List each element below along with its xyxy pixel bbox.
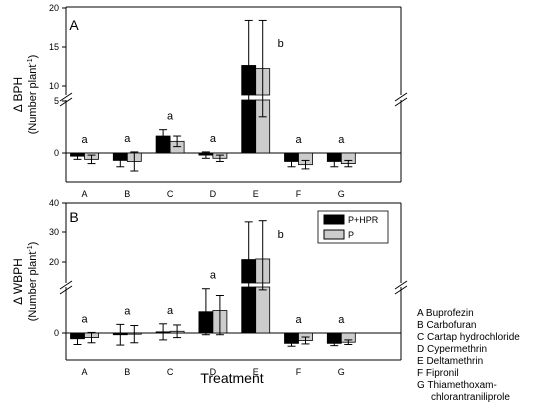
panel-a-letter: A <box>69 17 79 33</box>
panel-b-y-label: Δ WBPH <box>11 258 25 305</box>
panel-b-y-tick-label: 40 <box>49 198 59 208</box>
panel-b-axis-break-mark <box>59 285 73 295</box>
panel-a-y-tick-label: 5 <box>54 96 59 106</box>
panel-b-bar-p-e <box>255 286 271 334</box>
treatment-key-line: chlorantraniliprole <box>431 392 510 403</box>
panel-a-x-tick-label: A <box>81 189 87 199</box>
panel-b-annotation-a: a <box>81 313 88 325</box>
panel-a-annotation-a: a <box>81 134 88 146</box>
panel-b-annotation-f: a <box>295 314 302 326</box>
panel-b-annotation-b: a <box>124 305 131 317</box>
panel-a-y-tick-label: 10 <box>49 81 59 91</box>
panel-b-x-tick-label: B <box>124 367 130 377</box>
panel-a-axis-break-mark <box>59 92 73 102</box>
panel-a-x-tick-label: D <box>210 189 217 199</box>
panel-a-y-tick-label: 15 <box>49 42 59 52</box>
panel-a-y-tick-label: 20 <box>49 3 59 13</box>
panel-b-y-tick-label: 30 <box>49 227 59 237</box>
panel-b-annotation-d: a <box>210 270 217 282</box>
panel-b-annotation-e: b <box>278 229 284 241</box>
legend-label-p: P <box>348 230 354 240</box>
panel-a-x-tick-label: G <box>338 189 345 199</box>
panel-a-axis-break-mark <box>394 92 408 102</box>
x-axis-title: Treatment <box>200 370 263 386</box>
panel-b-y-unit-label: (Number plant-1) <box>27 242 39 322</box>
legend-swatch-p <box>323 229 345 240</box>
treatment-key-line: D Cypermethrin <box>417 344 487 355</box>
panel-a-x-tick-label: E <box>253 189 259 199</box>
treatment-key-line: F Fipronil <box>417 368 459 379</box>
panel-b-x-tick-label: F <box>296 367 302 377</box>
panel-a-annotation-d: a <box>210 133 217 145</box>
panel-b-axis-break-mark <box>394 280 408 290</box>
treatment-key-line: B Carbofuran <box>417 320 476 331</box>
panel-a-annotation-g: a <box>338 134 345 146</box>
panel-a-x-tick-label: C <box>167 189 174 199</box>
panel-a-x-tick-label: B <box>124 189 130 199</box>
panel-a-annotation-e: b <box>278 38 284 50</box>
panel-b-annotation-g: a <box>338 314 345 326</box>
panel-b-y-tick-label: 20 <box>49 257 59 267</box>
panel-a-y-tick-label: 0 <box>54 148 59 158</box>
panel-a-y-label: Δ BPH <box>11 77 25 112</box>
treatment-key-line: E Deltamethrin <box>417 356 483 367</box>
legend-label-phpr: P+HPR <box>348 215 379 225</box>
panel-b-x-tick-label: C <box>167 367 174 377</box>
panel-b-x-tick-label: A <box>81 367 87 377</box>
panel-b-axis-break-mark <box>394 285 408 295</box>
treatment-key-line: G Thiamethoxam- <box>417 380 497 391</box>
panel-b-annotation-c: a <box>167 305 174 317</box>
panel-a-x-tick-label: F <box>296 189 302 199</box>
treatment-key-line: C Cartap hydrochloride <box>417 332 520 343</box>
panel-b-x-tick-label: G <box>338 367 345 377</box>
panel-a-axis-break-mark <box>394 97 408 107</box>
panel-b-bar-phpr-e <box>241 286 257 334</box>
panel-b-x-tick-label: D <box>210 367 217 377</box>
panel-a-annotation-f: a <box>295 134 302 146</box>
legend-swatch-phpr <box>323 214 345 225</box>
panel-a-annotation-c: a <box>167 111 174 123</box>
panel-a-axis-break-mark <box>59 97 73 107</box>
panel-b-x-tick-label: E <box>253 367 259 377</box>
panel-a-y-unit-label: (Number plant-1) <box>27 55 39 135</box>
panel-b-letter: B <box>69 209 78 225</box>
panel-a-annotation-b: a <box>124 133 131 145</box>
panel-b-y-tick-label: 0 <box>54 328 59 338</box>
treatment-key-line: A Buprofezin <box>417 308 474 319</box>
panel-b-axis-break-mark <box>59 280 73 290</box>
